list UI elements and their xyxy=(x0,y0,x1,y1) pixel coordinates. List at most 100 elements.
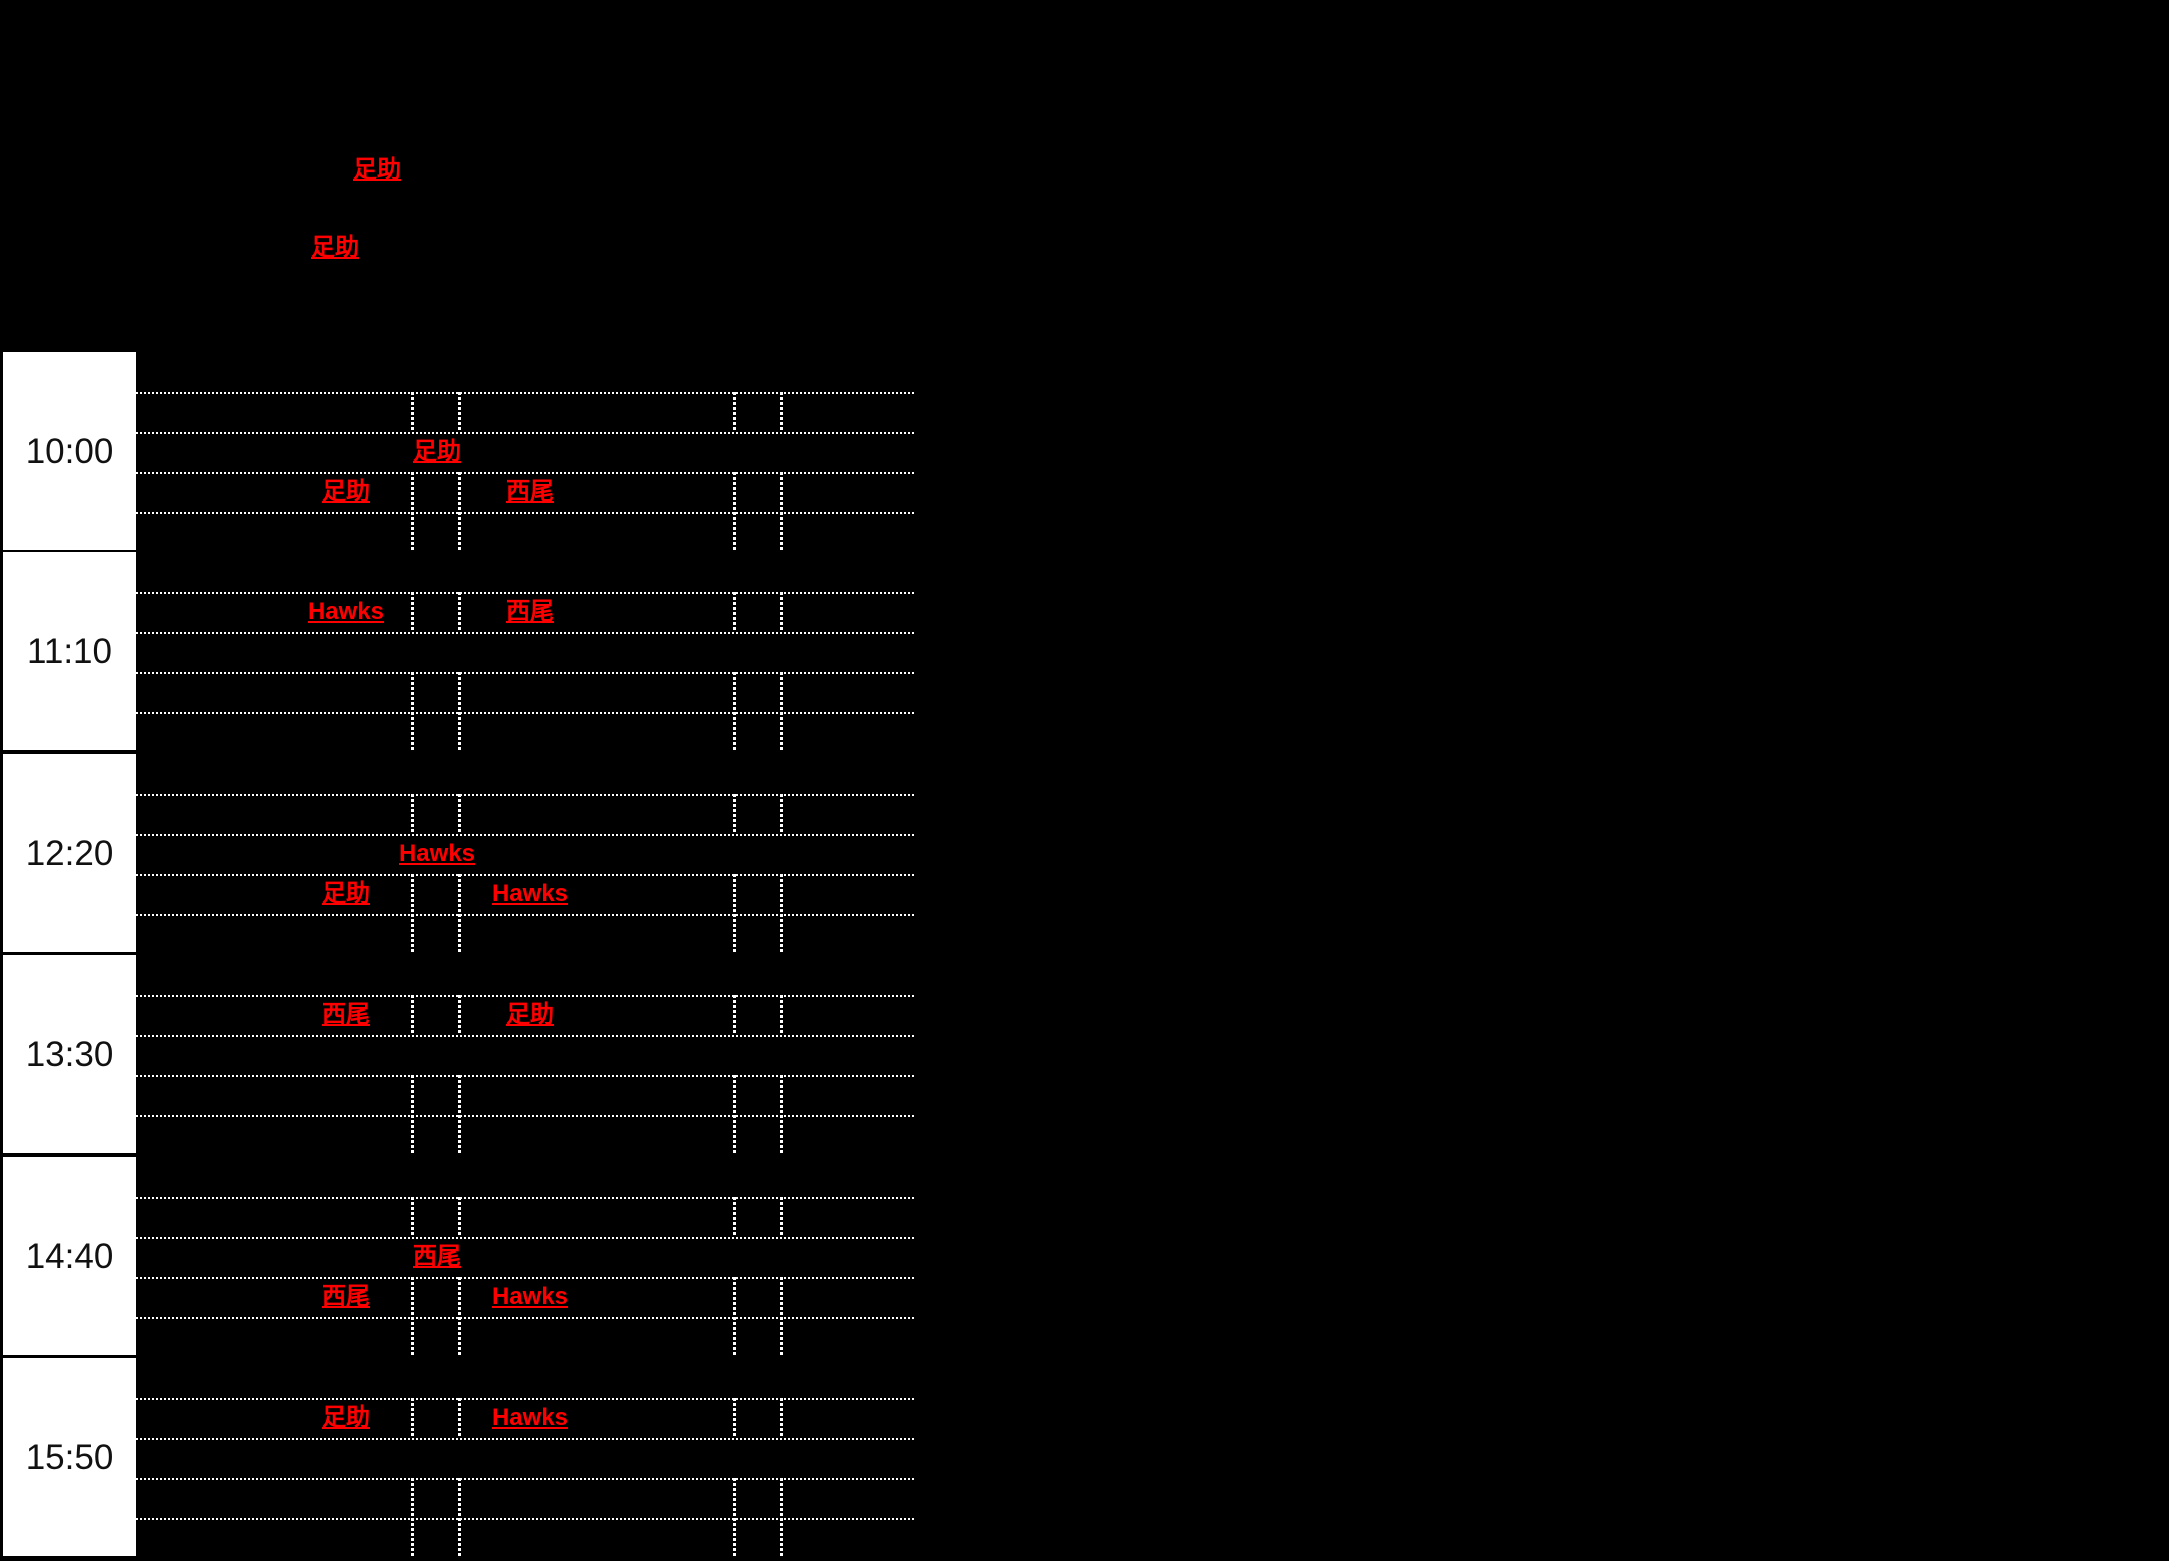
grid-line-vertical xyxy=(458,874,461,952)
grid-line-vertical xyxy=(733,995,736,1035)
team-link[interactable]: 足助 xyxy=(322,1404,370,1431)
grid-line-horizontal xyxy=(136,834,915,836)
team-link[interactable]: 足助 xyxy=(322,880,370,907)
grid-line-vertical xyxy=(458,1398,461,1438)
grid-line-vertical xyxy=(458,995,461,1035)
time-label: 13:30 xyxy=(25,1034,114,1074)
team-link[interactable]: Hawks xyxy=(491,880,569,907)
grid-line-horizontal xyxy=(136,512,915,514)
time-label: 14:40 xyxy=(25,1236,114,1276)
grid-line-vertical xyxy=(733,794,736,834)
grid-line-vertical xyxy=(733,1478,736,1556)
floating-team-link[interactable]: 足助 xyxy=(311,234,359,261)
grid-line-vertical xyxy=(733,874,736,952)
team-link[interactable]: 西尾 xyxy=(413,1243,461,1270)
grid-line-horizontal xyxy=(136,1317,915,1319)
grid-line-vertical xyxy=(411,1277,414,1355)
grid-line-vertical xyxy=(780,672,783,750)
grid-line-vertical xyxy=(458,472,461,550)
grid-line-vertical xyxy=(733,672,736,750)
team-link[interactable]: Hawks xyxy=(491,1404,569,1431)
grid-line-horizontal xyxy=(136,914,915,916)
grid-line-vertical xyxy=(411,1478,414,1556)
grid-line-vertical xyxy=(411,392,414,432)
time-label: 12:20 xyxy=(25,833,114,873)
grid-line-vertical xyxy=(780,1398,783,1438)
grid-line-horizontal xyxy=(136,1197,915,1199)
grid-line-vertical xyxy=(733,392,736,432)
grid-line-horizontal xyxy=(136,1237,915,1239)
grid-line-vertical xyxy=(458,592,461,632)
team-link[interactable]: 西尾 xyxy=(322,1001,370,1028)
grid-line-horizontal xyxy=(136,1518,915,1520)
grid-line-horizontal xyxy=(136,392,915,394)
grid-line-vertical xyxy=(458,1478,461,1556)
team-link[interactable]: 西尾 xyxy=(506,478,554,505)
grid-line-vertical xyxy=(411,672,414,750)
grid-line-vertical xyxy=(780,1478,783,1556)
grid-line-vertical xyxy=(780,995,783,1035)
grid-line-vertical xyxy=(733,592,736,632)
grid-line-horizontal xyxy=(136,794,915,796)
grid-line-vertical xyxy=(411,472,414,550)
time-label: 15:50 xyxy=(25,1437,114,1477)
grid-line-vertical xyxy=(780,472,783,550)
grid-line-vertical xyxy=(733,1277,736,1355)
grid-line-vertical xyxy=(780,392,783,432)
grid-line-horizontal xyxy=(136,1277,915,1279)
grid-line-vertical xyxy=(458,1197,461,1237)
grid-line-vertical xyxy=(780,592,783,632)
grid-line-horizontal xyxy=(136,672,915,674)
team-link[interactable]: Hawks xyxy=(398,840,476,867)
grid-line-horizontal xyxy=(136,1115,915,1117)
grid-line-vertical xyxy=(780,1277,783,1355)
grid-line-horizontal xyxy=(136,712,915,714)
grid-line-horizontal xyxy=(136,592,915,594)
floating-team-link[interactable]: 足助 xyxy=(353,156,401,183)
team-link[interactable]: 足助 xyxy=(506,1001,554,1028)
grid-line-horizontal xyxy=(136,632,915,634)
grid-line-vertical xyxy=(733,1197,736,1237)
team-link[interactable]: 西尾 xyxy=(506,598,554,625)
grid-line-vertical xyxy=(411,995,414,1035)
grid-line-horizontal xyxy=(136,1478,915,1480)
grid-line-horizontal xyxy=(136,995,915,997)
grid-line-vertical xyxy=(411,1197,414,1237)
time-slot: 15:50 xyxy=(3,1358,136,1556)
team-link[interactable]: Hawks xyxy=(491,1283,569,1310)
time-slot: 13:30 xyxy=(3,955,136,1153)
grid-line-vertical xyxy=(411,592,414,632)
team-link[interactable]: 足助 xyxy=(413,438,461,465)
time-slot: 11:10 xyxy=(3,552,136,750)
grid-line-vertical xyxy=(780,794,783,834)
grid-line-vertical xyxy=(411,1398,414,1438)
grid-line-vertical xyxy=(458,794,461,834)
grid-line-vertical xyxy=(411,794,414,834)
grid-line-vertical xyxy=(780,874,783,952)
grid-line-horizontal xyxy=(136,432,915,434)
grid-line-vertical xyxy=(780,1075,783,1153)
grid-line-vertical xyxy=(458,1277,461,1355)
grid-line-horizontal xyxy=(136,472,915,474)
grid-line-vertical xyxy=(733,1398,736,1438)
grid-line-horizontal xyxy=(136,874,915,876)
time-label: 10:00 xyxy=(25,431,114,471)
grid-line-vertical xyxy=(458,672,461,750)
grid-line-vertical xyxy=(458,392,461,432)
team-link[interactable]: Hawks xyxy=(307,598,385,625)
time-label: 11:10 xyxy=(27,631,112,671)
time-slot: 12:20 xyxy=(3,754,136,952)
grid-line-vertical xyxy=(411,1075,414,1153)
grid-line-vertical xyxy=(411,874,414,952)
grid-line-vertical xyxy=(733,1075,736,1153)
grid-line-horizontal xyxy=(136,1035,915,1037)
team-link[interactable]: 西尾 xyxy=(322,1283,370,1310)
grid-line-vertical xyxy=(780,1197,783,1237)
grid-line-horizontal xyxy=(136,1075,915,1077)
time-slot: 14:40 xyxy=(3,1157,136,1355)
grid-line-vertical xyxy=(458,1075,461,1153)
team-link[interactable]: 足助 xyxy=(322,478,370,505)
grid-line-horizontal xyxy=(136,1398,915,1400)
grid-line-vertical xyxy=(733,472,736,550)
